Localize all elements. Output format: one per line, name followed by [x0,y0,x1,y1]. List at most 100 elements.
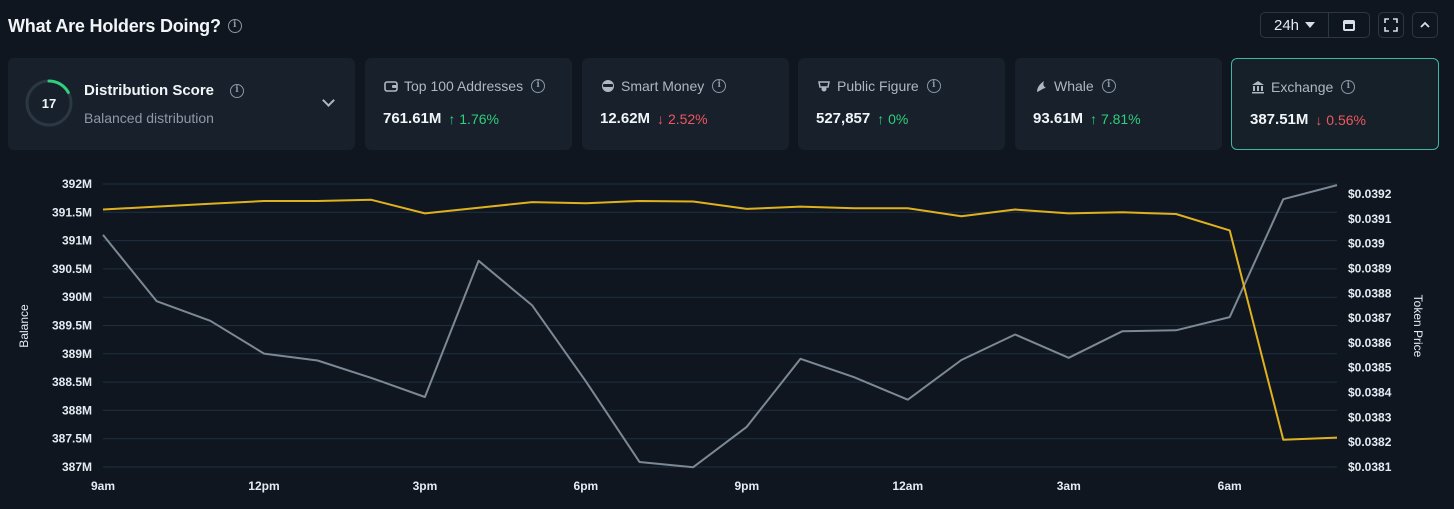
range-button-group: 24h [1260,12,1370,38]
card-value-row: 12.62M ↓ 2.52% [600,110,708,127]
y-tick-right: $0.0381 [1348,460,1392,474]
card-change-value: 0.56% [1326,111,1366,128]
y-tick-left: 388.5M [52,375,92,389]
y-tick-left: 391.5M [52,205,92,219]
y-tick-left: 389M [62,347,92,361]
card-title: Exchange [1271,79,1334,95]
x-tick: 12pm [248,479,279,493]
card-value: 12.62M [600,110,651,127]
score-title-row: Distribution Score i [84,82,245,99]
score-subtitle: Balanced distribution [84,110,214,126]
info-icon[interactable]: i [926,79,941,93]
range-dropdown[interactable]: 24h [1261,13,1329,37]
distribution-score-card[interactable]: 17 Distribution Score i Balanced distrib… [8,58,355,150]
y-tick-right: $0.0382 [1348,435,1392,449]
y-tick-left: 390.5M [52,262,92,276]
card-whale[interactable]: Whale i 93.61M ↑ 7.81% [1015,58,1222,150]
x-tick: 3am [1057,479,1081,493]
y-tick-right: $0.0392 [1348,187,1392,201]
y-tick-left: 389.5M [52,319,92,333]
card-value-row: 527,857 ↑ 0% [816,110,908,127]
whale-icon [1037,81,1046,92]
card-top-100-addresses[interactable]: Top 100 Addresses i 761.61M ↑ 1.76% [365,58,572,150]
card-public-figure[interactable]: Public Figure i 527,857 ↑ 0% [798,58,1005,150]
card-exchange[interactable]: Exchange i 387.51M ↓ 0.56% [1231,58,1439,150]
card-change: ↑ 0% [877,111,908,127]
card-value-row: 387.51M ↓ 0.56% [1250,111,1366,128]
info-icon[interactable]: i [712,79,727,93]
info-icon[interactable]: i [230,83,245,98]
card-title-row: Exchange i [1251,79,1356,95]
card-title: Whale [1054,78,1094,94]
score-title: Distribution Score [84,82,215,99]
card-change: ↓ 0.56% [1315,112,1366,128]
x-tick: 9am [91,479,115,493]
x-tick: 9pm [734,479,759,493]
arrow-up-icon: ↑ [448,110,456,127]
balance-line [102,198,1338,441]
token-price-line [102,184,1338,469]
card-title: Smart Money [621,78,705,94]
toolbar: 24h [1260,12,1438,38]
expand-icon [1384,18,1398,32]
wallet-icon [384,81,398,92]
exchange-icon [1252,81,1264,94]
score-value: 17 [41,95,57,111]
card-title: Public Figure [837,78,919,94]
info-icon[interactable]: i [1101,79,1116,93]
x-tick: 3pm [413,479,438,493]
x-tick: 12am [892,479,923,493]
y-tick-right: $0.0391 [1348,212,1392,226]
info-icon[interactable]: i [531,79,546,93]
card-title-row: Top 100 Addresses i [384,78,546,94]
chevron-down-icon[interactable] [322,94,335,107]
y-tick-left: 387.5M [52,432,92,446]
card-value: 93.61M [1033,110,1084,127]
y-tick-left: 391M [62,234,92,248]
card-value-row: 93.61M ↑ 7.81% [1033,110,1141,127]
score-ring [25,79,73,127]
info-icon[interactable]: i [1341,80,1356,94]
y-axis-label-right: Token Price [1411,295,1425,358]
card-change-value: 2.52% [667,110,708,127]
card-change-value: 1.76% [459,110,499,127]
fullscreen-button[interactable] [1378,12,1404,38]
y-tick-left: 387M [62,460,92,474]
y-tick-left: 390M [62,290,92,304]
card-change-value: 7.81% [1100,110,1141,127]
calendar-button[interactable] [1329,13,1369,37]
card-title-row: Smart Money i [601,78,727,94]
card-value-row: 761.61M ↑ 1.76% [383,110,499,127]
card-value: 527,857 [816,110,871,127]
y-axis-label-left: Balance [17,304,31,348]
card-value: 761.61M [383,110,442,127]
x-tick: 6am [1218,479,1242,493]
card-title-row: Public Figure i [817,78,941,94]
card-title-row: Whale i [1034,78,1116,94]
card-change: ↓ 2.52% [657,111,708,127]
collapse-button[interactable] [1412,12,1438,38]
y-tick-right: $0.0386 [1348,336,1392,350]
smart-money-icon [602,80,614,92]
card-title: Top 100 Addresses [404,78,524,94]
range-label: 24h [1273,16,1300,34]
card-value: 387.51M [1250,111,1309,128]
arrow-down-icon: ↓ [657,110,665,127]
header: What Are Holders Doing? i [8,14,242,38]
arrow-down-icon: ↓ [1315,111,1323,128]
arrow-up-icon: ↑ [877,110,885,127]
public-figure-icon [818,81,830,92]
y-tick-left: 392M [62,177,92,191]
arrow-up-icon: ↑ [1090,110,1098,127]
y-tick-right: $0.0383 [1348,410,1392,424]
card-smart-money[interactable]: Smart Money i 12.62M ↓ 2.52% [582,58,789,150]
y-tick-right: $0.0389 [1348,261,1392,275]
caret-down-icon [1305,22,1316,28]
x-tick: 6pm [574,479,599,493]
y-tick-right: $0.0387 [1348,311,1392,325]
chevron-up-icon [1420,21,1430,28]
card-change-value: 0% [888,110,909,127]
info-icon[interactable]: i [227,19,242,33]
calendar-icon [1343,19,1355,31]
holders-chart: 392M 391.5M 391M 390.5M 390M 389.5M 389M 388.5M… [17,177,1425,493]
